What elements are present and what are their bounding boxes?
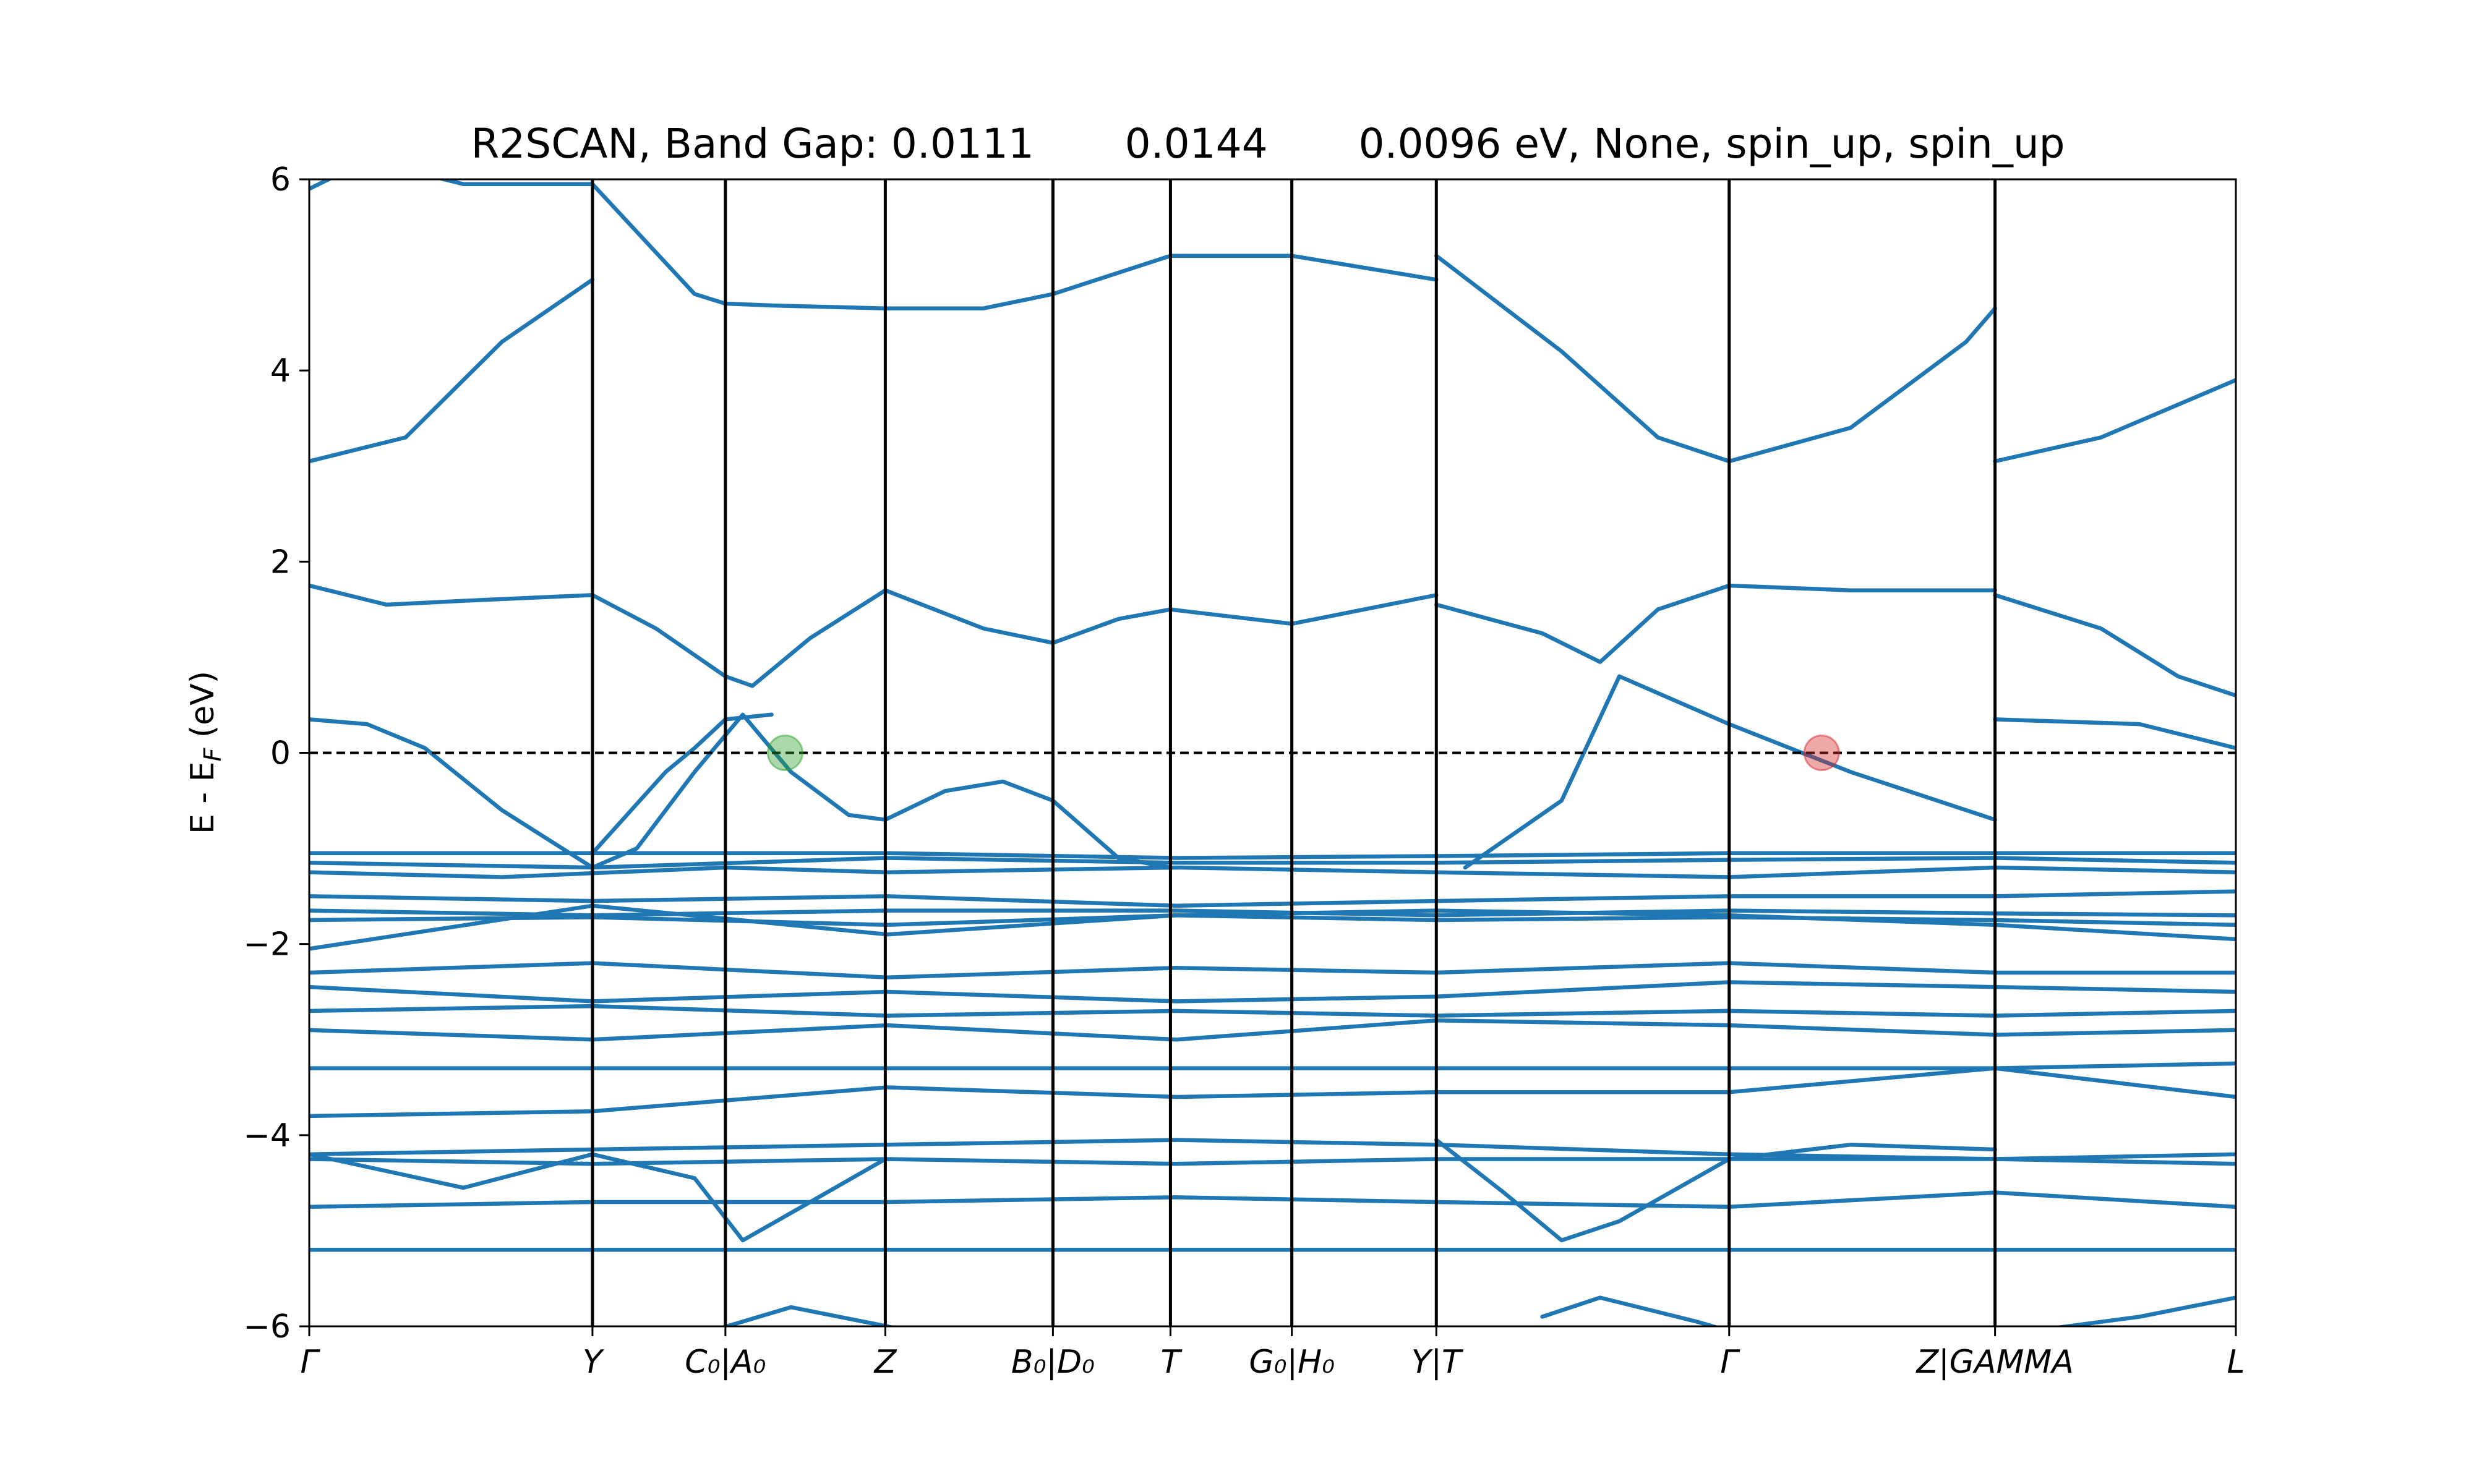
band-line-5 [309, 583, 1439, 688]
band-line-21 [309, 1004, 2236, 1018]
chart-title: R2SCAN, Band Gap: 0.0111 0.0144 0.0096 e… [471, 120, 2065, 168]
band-line-31 [719, 1305, 896, 1326]
band-line-7 [1993, 593, 2236, 698]
band-line-10 [1993, 717, 2236, 751]
band-line-15 [309, 889, 2236, 908]
kpoint-label-6: T [1161, 1344, 1183, 1381]
y-axis-label-subscript: F [199, 747, 226, 761]
band-line-29 [309, 1152, 888, 1243]
band-line-26 [309, 1157, 2236, 1166]
band-line-30 [1434, 1138, 1997, 1243]
band-line-19 [309, 961, 2236, 980]
vbm-marker [766, 735, 803, 771]
y-axis-label-main: E - E [184, 761, 221, 834]
band-line-6 [1434, 583, 1997, 664]
band-line-8 [309, 712, 1173, 870]
kpoint-label-8: Y|T [1411, 1344, 1464, 1381]
y-tick-label-6: 4 [270, 352, 291, 390]
kpoint-label-9: Γ [1720, 1344, 1740, 1381]
band-line-22 [309, 1018, 2236, 1042]
x-axis-kpoint-labels: Γ Y C₀|A₀ Z B₀|D₀ T G₀|H₀ Y|T Γ Z|GAMMA L [301, 1326, 2245, 1381]
kpoint-label-2: Y [583, 1344, 605, 1381]
band-line-3 [1434, 254, 1997, 464]
band-line-2 [309, 278, 595, 464]
kpoint-label-5: B₀|D₀ [1011, 1344, 1095, 1381]
band-line-27 [309, 1190, 2236, 1209]
y-axis-ticks: −6 −4 −2 0 2 4 6 [243, 161, 309, 1345]
kpoint-label-3: C₀|A₀ [685, 1344, 766, 1381]
bands-layer [309, 179, 2236, 1326]
band-line-23 [309, 1061, 2236, 1070]
band-line-17 [309, 913, 2236, 927]
kpoint-label-11: L [2227, 1344, 2245, 1381]
band-line-1 [309, 179, 1439, 310]
kpoint-label-7: G₀|H₀ [1249, 1344, 1335, 1381]
y-tick-label-1: −6 [243, 1308, 291, 1345]
band-line-33 [2052, 1295, 2236, 1326]
band-line-11 [590, 712, 774, 856]
band-line-14 [309, 865, 2236, 879]
band-line-24 [309, 1066, 2236, 1119]
kpoint-label-4: Z [873, 1344, 897, 1381]
y-tick-label-5: 2 [270, 544, 291, 581]
markers-layer [766, 735, 1840, 771]
y-tick-label-7: 6 [270, 161, 291, 198]
band-line-12 [309, 851, 2236, 860]
band-line-4 [1993, 378, 2236, 464]
cbm-marker [1803, 735, 1840, 771]
band-line-13 [309, 856, 2236, 870]
y-axis-label-unit: (eV) [184, 671, 221, 748]
kpoint-label-10: Z|GAMMA [1915, 1344, 2073, 1381]
band-line-20 [309, 980, 2236, 1004]
band-line-32 [1540, 1295, 1720, 1326]
y-tick-label-2: −4 [243, 1117, 291, 1154]
y-tick-label-3: −2 [243, 926, 291, 963]
kpoint-label-1: Γ [301, 1344, 321, 1381]
y-axis-label: E - EF (eV) [184, 671, 226, 834]
y-tick-label-4: 0 [270, 735, 291, 772]
band-line-18 [309, 903, 2236, 951]
band-line-9 [1463, 674, 1997, 870]
